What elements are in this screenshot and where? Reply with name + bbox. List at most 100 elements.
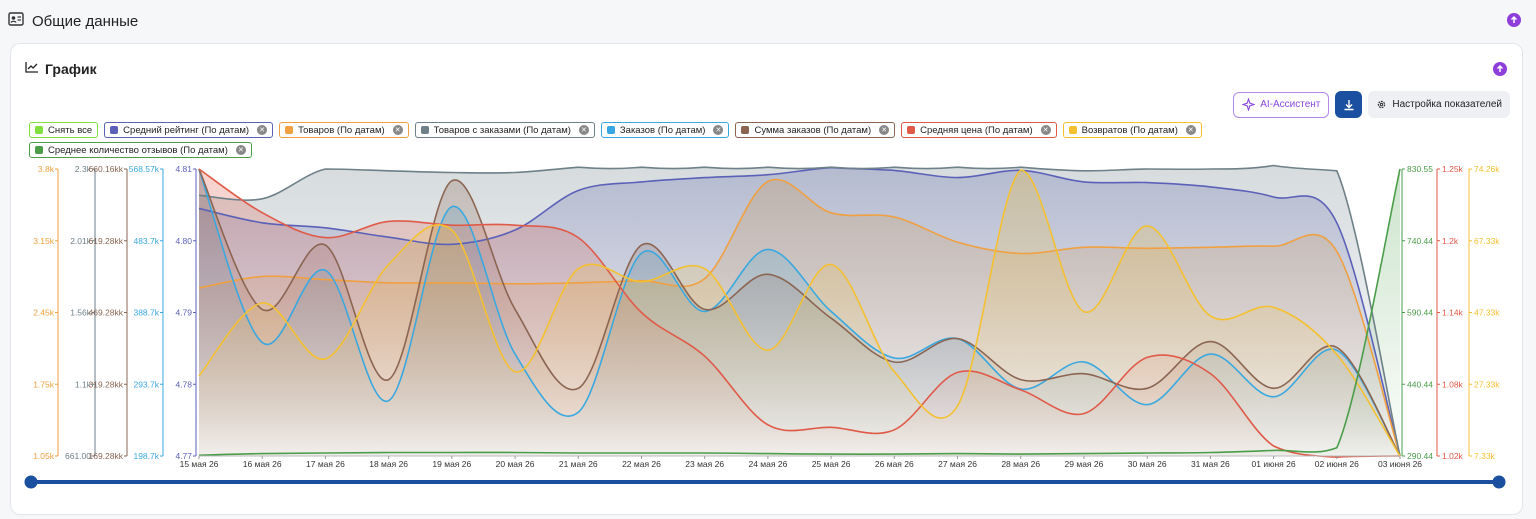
axis-tick-label: 440.44 <box>1407 379 1433 389</box>
series-swatch <box>35 146 43 154</box>
series-chip[interactable]: Возвратов (По датам) ✕ <box>1062 122 1202 138</box>
series-line[interactable] <box>198 164 1401 457</box>
remove-chip-icon[interactable]: ✕ <box>392 125 403 135</box>
series-chip[interactable]: Товаров (По датам) ✕ <box>279 122 409 138</box>
series-chips: Снять все Средний рейтинг (По датам) ✕ Това… <box>29 122 1289 158</box>
x-tick-label: 03 июня 26 <box>1378 459 1422 469</box>
axis-tick-label: 27.33k <box>1474 379 1500 389</box>
axis-tick-label: 290.44 <box>1407 451 1433 461</box>
range-slider-end-handle[interactable] <box>1492 475 1506 489</box>
axis-tick-label: 1.25k <box>1442 164 1464 174</box>
series-chip[interactable]: Заказов (По датам) ✕ <box>600 122 730 138</box>
x-tick-label: 28 мая 26 <box>1001 459 1040 469</box>
range-slider-start-handle[interactable] <box>24 475 38 489</box>
collapse-section-button[interactable] <box>1507 13 1521 27</box>
series-line[interactable] <box>198 178 1401 457</box>
axis-tick-label: 483.7k <box>133 236 159 246</box>
x-tick-label: 24 мая 26 <box>748 459 787 469</box>
chip-label: Среднее количество отзывов (По датам) <box>48 144 228 156</box>
remove-chip-icon[interactable]: ✕ <box>879 125 890 135</box>
x-tick-label: 31 мая 26 <box>1191 459 1230 469</box>
axis-tick-label: 4.80 <box>175 236 192 246</box>
ai-assistant-label: AI-Ассистент <box>1260 99 1321 110</box>
series-line[interactable] <box>198 169 1401 457</box>
chip-label: Заказов (По датам) <box>619 124 706 136</box>
download-button[interactable] <box>1335 91 1363 118</box>
chip-label: Товаров (По датам) <box>298 124 385 136</box>
axis-tick-label: 469.28kk <box>89 308 124 318</box>
remove-chip-icon[interactable]: ✕ <box>257 125 268 135</box>
x-tick-label: 21 мая 26 <box>559 459 598 469</box>
arrow-up-icon <box>1496 64 1504 72</box>
series-swatch <box>907 126 916 134</box>
contact-card-icon <box>8 11 24 31</box>
axis-tick-label: 661.00 <box>65 451 91 461</box>
axis-tick-label: 4.81 <box>175 164 192 174</box>
x-tick-label: 15 мая 26 <box>180 459 219 469</box>
remove-chip-icon[interactable]: ✕ <box>1185 125 1196 135</box>
remove-chip-icon[interactable]: ✕ <box>578 125 589 135</box>
collapse-chart-button[interactable] <box>1493 62 1507 76</box>
ai-assistant-button[interactable]: AI-Ассистент <box>1233 91 1330 118</box>
line-chart-icon <box>25 60 39 78</box>
axis-tick-label: 568.57k <box>129 164 160 174</box>
axis-tick-label: 1.56k <box>70 308 92 318</box>
series-swatch <box>1068 126 1077 134</box>
chip-label: Товаров с заказами (По датам) <box>433 124 571 136</box>
series-line[interactable] <box>198 169 1401 457</box>
series-line[interactable] <box>198 168 1401 457</box>
gear-icon <box>1376 99 1387 110</box>
axis-tick-label: 1.1k <box>75 379 92 389</box>
axis-tick-label: 4.78 <box>175 379 192 389</box>
series-swatch <box>741 126 750 134</box>
deselect-all-chip[interactable]: Снять все <box>29 122 99 138</box>
series-swatch <box>420 126 429 134</box>
x-tick-label: 18 мая 26 <box>369 459 408 469</box>
x-tick-label: 02 июня 26 <box>1315 459 1359 469</box>
card-header: График <box>25 60 97 78</box>
remove-chip-icon[interactable]: ✕ <box>235 145 246 155</box>
series-chip[interactable]: Товаров с заказами (По датам) ✕ <box>414 122 595 138</box>
axis-tick-label: 740.44 <box>1407 236 1433 246</box>
series-chip[interactable]: Средняя цена (По датам) ✕ <box>901 122 1057 138</box>
x-tick-label: 19 мая 26 <box>432 459 471 469</box>
axis-tick-label: 47.33k <box>1474 308 1500 318</box>
download-icon <box>1344 99 1354 110</box>
indicator-settings-button[interactable]: Настройка показателей <box>1368 91 1510 118</box>
series-line[interactable] <box>198 168 1401 456</box>
series-chip[interactable]: Средний рейтинг (По датам) ✕ <box>104 122 274 138</box>
series-chip[interactable]: Среднее количество отзывов (По датам) ✕ <box>29 142 252 158</box>
axis-tick-label: 388.7k <box>133 308 159 318</box>
axis-tick-label: 198.7k <box>133 451 159 461</box>
remove-chip-icon[interactable]: ✕ <box>1040 125 1051 135</box>
x-tick-label: 26 мая 26 <box>875 459 914 469</box>
axis-tick-label: 590.44 <box>1407 308 1433 318</box>
axis-tick-label: 4.79 <box>175 308 192 318</box>
x-tick-label: 27 мая 26 <box>938 459 977 469</box>
series-line[interactable] <box>198 168 1401 459</box>
x-tick-label: 23 мая 26 <box>685 459 724 469</box>
axis-tick-label: 1.14k <box>1442 308 1464 318</box>
chart-toolbar: AI-Ассистент Настройка показателей <box>1233 91 1510 118</box>
series-swatch <box>35 126 43 134</box>
axis-tick-label: 319.28kk <box>89 379 124 389</box>
axis-tick-label: 2.45k <box>33 308 55 318</box>
axis-tick-label: 1.75k <box>33 379 55 389</box>
axis-tick-label: 3.8k <box>38 164 55 174</box>
card-title: График <box>45 61 97 77</box>
x-tick-label: 16 мая 26 <box>243 459 282 469</box>
indicator-settings-label: Настройка показателей <box>1392 99 1502 110</box>
x-tick-label: 20 мая 26 <box>496 459 535 469</box>
axis-tick-label: 2.3k <box>75 164 92 174</box>
remove-chip-icon[interactable]: ✕ <box>713 125 724 135</box>
chip-label: Возвратов (По датам) <box>1081 124 1178 136</box>
axis-tick-label: 1.05k <box>33 451 55 461</box>
chip-label: Средний рейтинг (По датам) <box>123 124 250 136</box>
x-tick-label: 25 мая 26 <box>812 459 851 469</box>
x-tick-label: 29 мая 26 <box>1065 459 1104 469</box>
chip-label: Снять все <box>48 124 93 136</box>
chip-label: Средняя цена (По датам) <box>920 124 1033 136</box>
axis-tick-label: 3.15k <box>33 236 55 246</box>
series-chip[interactable]: Сумма заказов (По датам) ✕ <box>735 122 896 138</box>
series-area <box>199 170 1400 456</box>
